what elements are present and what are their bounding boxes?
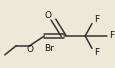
Text: O: O — [44, 11, 51, 20]
Text: F: F — [108, 31, 113, 40]
Text: F: F — [93, 48, 98, 57]
Text: O: O — [26, 44, 33, 54]
Text: Br: Br — [44, 44, 53, 53]
Text: F: F — [93, 15, 98, 24]
